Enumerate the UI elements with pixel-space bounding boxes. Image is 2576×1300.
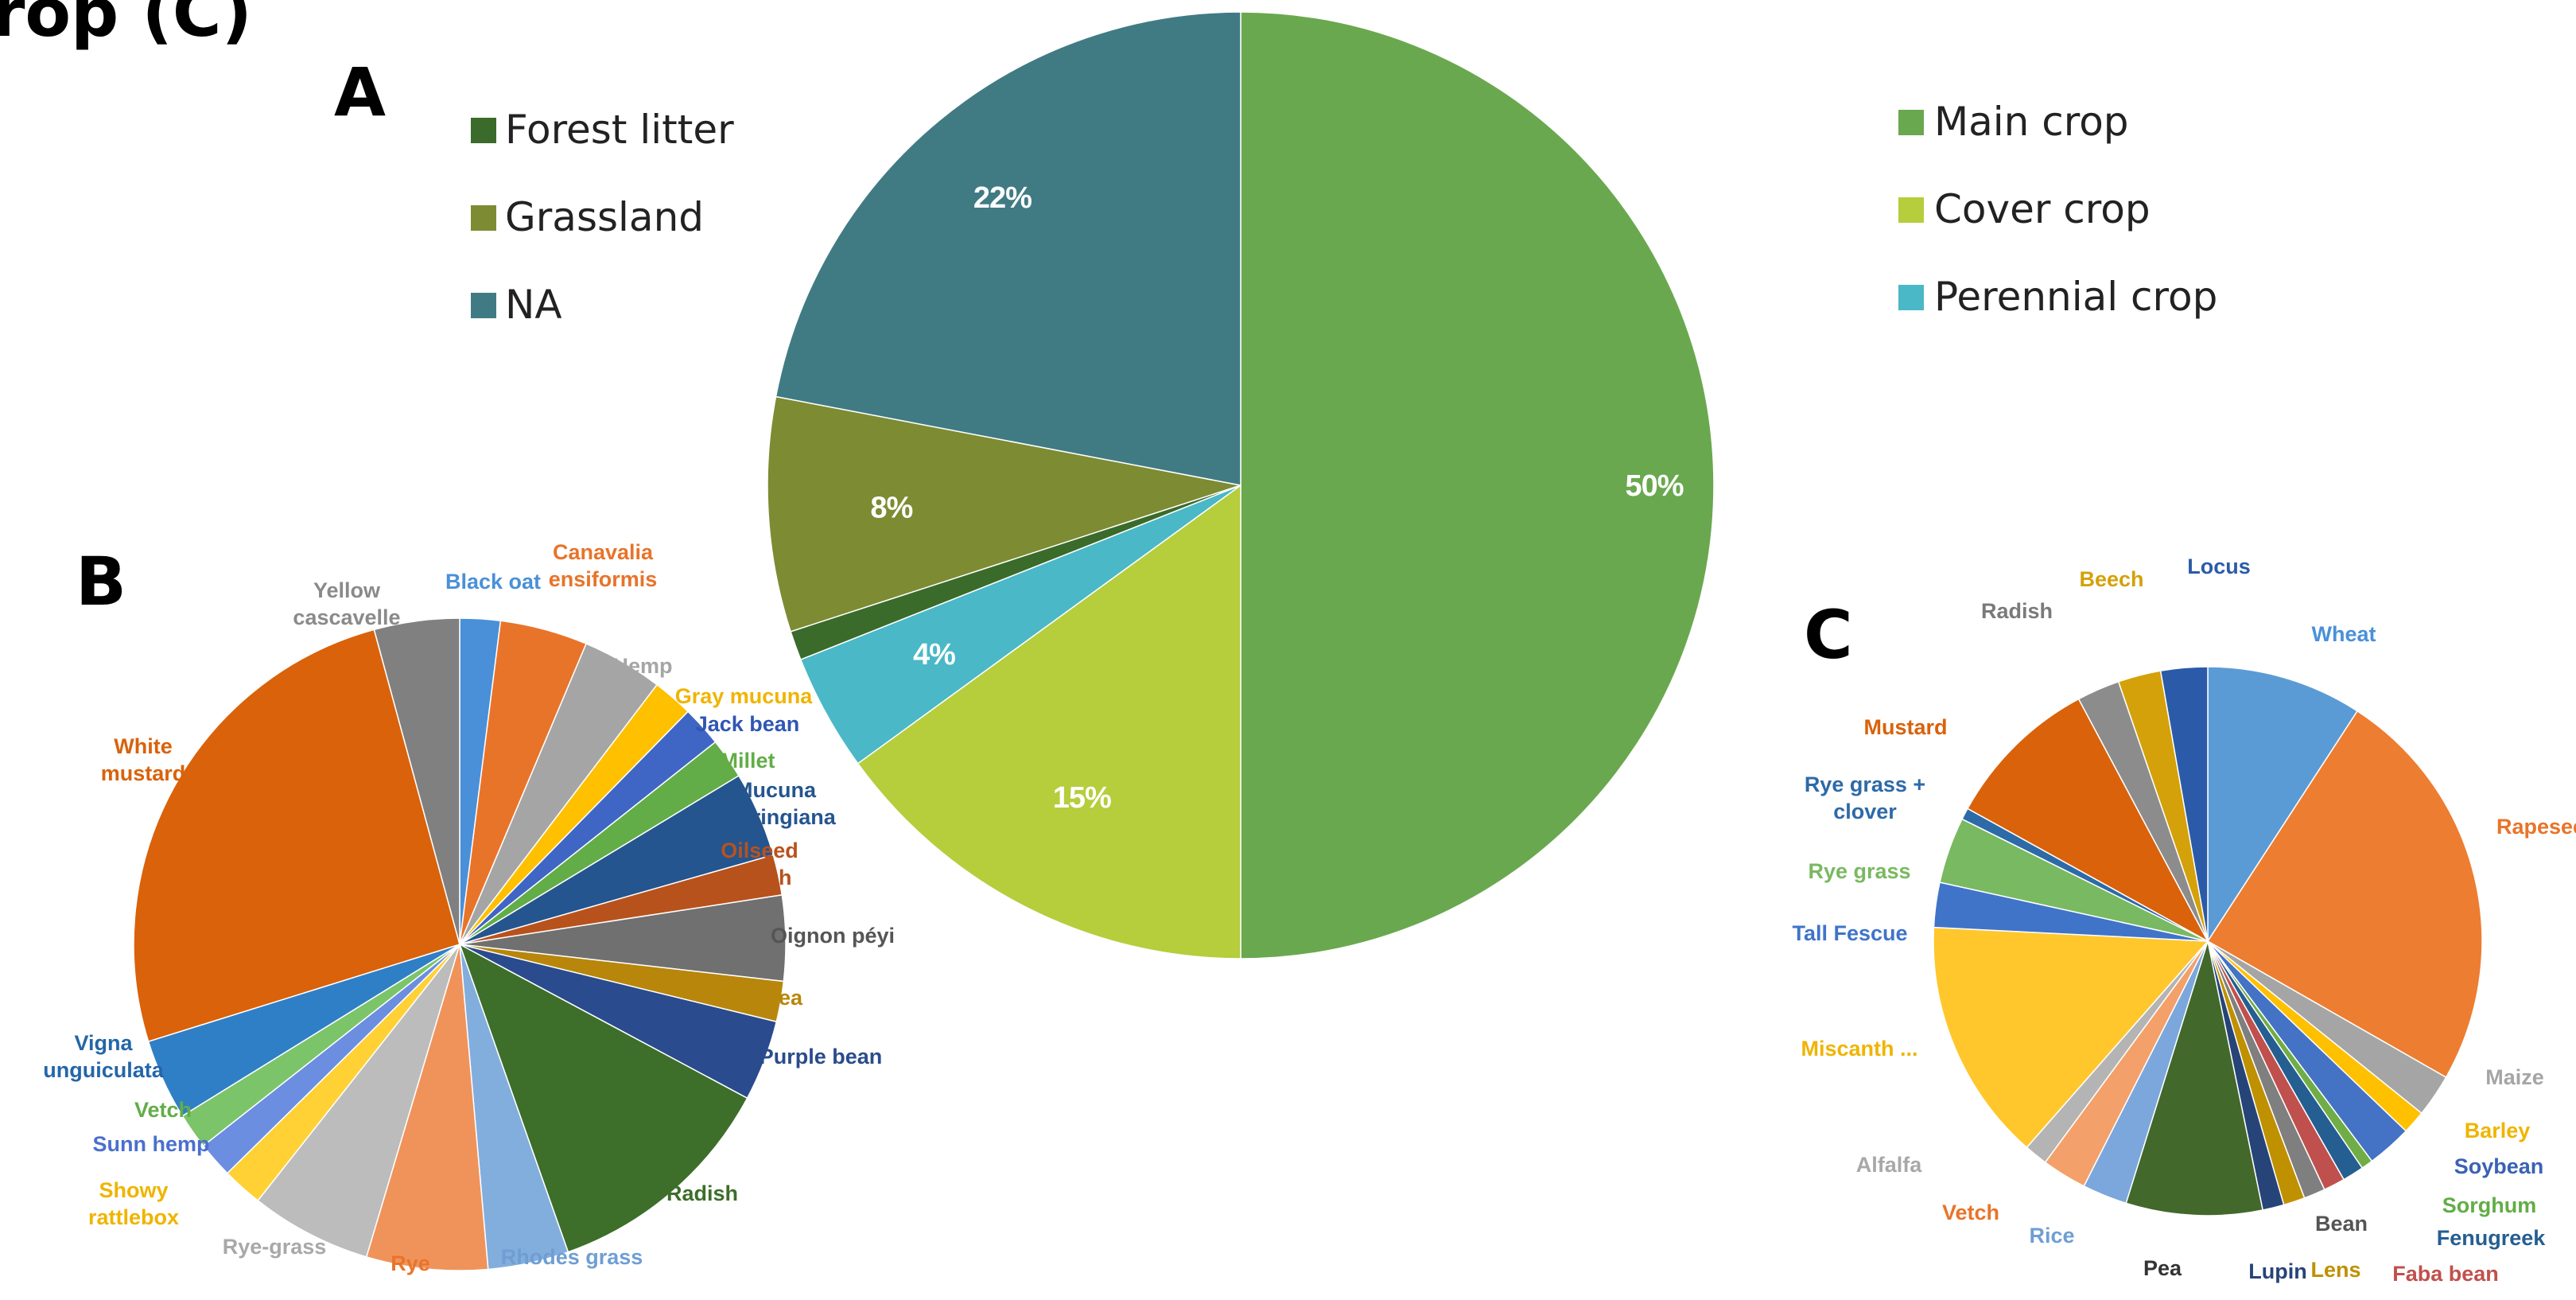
pie-b-label-yellow-cascavelle: Yellow cascavelle	[293, 578, 400, 629]
pie-b-label-mucuna-deeringiana: Mucuna deeringiana	[715, 778, 837, 829]
pie-chart-c-slice-labels: Wheat Rapeseed Maize Barley Soybean Sorghum Fe…	[1792, 555, 2576, 1286]
pie-b-label-rye-grass: Rye-grass	[223, 1235, 327, 1259]
legend-item-grassland: Grassland	[471, 194, 704, 240]
pie-b-label-gray-mucuna: Gray mucuna	[675, 684, 814, 708]
pie-c-label-vetch: Vetch	[1942, 1201, 1999, 1224]
pie-a-slice-cover-crop	[857, 484, 1241, 959]
pie-a-slice-grassland	[767, 395, 1241, 632]
pie-c-label-lupin: Lupin	[2248, 1259, 2306, 1283]
pie-b-slice-rye-grass	[257, 944, 460, 1258]
pie-c-slice-mustard	[1966, 698, 2209, 943]
pie-b-label-black-oat: Black oat	[445, 570, 541, 594]
pie-c-slice-pea	[2125, 940, 2264, 1216]
pie-a-slice-na	[775, 11, 1241, 486]
legend-a-right: Main crop Cover crop Perennial crop	[1898, 99, 2217, 320]
pie-a-percent-perennial-crop: 4%	[913, 638, 955, 671]
legend-item-na: NA	[471, 282, 562, 328]
pie-b-label-hemp: Hemp	[612, 654, 672, 678]
pie-b-slice-yellow-cascavelle	[373, 617, 460, 945]
legend-item-perennial-crop: Perennial crop	[1898, 274, 2217, 320]
pie-c-label-rapeseed: Rapeseed	[2496, 815, 2576, 839]
pie-c-label-rice: Rice	[2029, 1224, 2074, 1247]
pie-c-label-radish: Radish	[1981, 599, 2053, 623]
pie-c-label-beech: Beech	[2079, 567, 2143, 591]
legend-a-left: Forest litter Grassland NA	[471, 107, 734, 328]
pie-b-label-radish: Radish	[666, 1181, 738, 1205]
pie-a-percent-main-crop: 50%	[1625, 469, 1683, 503]
pie-b-label-sunn-hemp: Sunn hemp	[93, 1132, 210, 1156]
pie-b-label-pea: Pea	[764, 986, 803, 1010]
panel-label-c: C	[1804, 596, 1853, 674]
pie-b-label-jack-bean: Jack bean	[696, 712, 800, 736]
pie-b-label-millet: Millet	[720, 749, 775, 773]
pie-c-label-maize: Maize	[2485, 1065, 2544, 1089]
pie-b-label-purple-bean: Purple bean	[760, 1045, 883, 1068]
pie-c-label-barley: Barley	[2465, 1119, 2531, 1142]
pie-c-label-lens: Lens	[2310, 1258, 2360, 1282]
legend-label-cover-crop: Cover crop	[1934, 186, 2151, 232]
pie-b-label-oignon-p-yi: Oignon péyi	[771, 924, 895, 948]
panel-label-a: A	[334, 53, 386, 131]
pie-c-label-fenugreek: Fenugreek	[2437, 1226, 2547, 1250]
legend-label-perennial-crop: Perennial crop	[1934, 274, 2217, 320]
pie-c-label-pea: Pea	[2143, 1256, 2182, 1280]
legend-item-cover-crop: Cover crop	[1898, 186, 2151, 232]
pie-c-label-sorghum: Sorghum	[2442, 1193, 2537, 1217]
legend-label-forest-litter: Forest litter	[505, 107, 734, 153]
pie-b-label-vetch: Vetch	[134, 1098, 192, 1122]
legend-swatch-perennial-crop	[1898, 285, 1924, 310]
pie-c-label-faba-bean: Faba bean	[2392, 1262, 2499, 1286]
pie-c-label-locus: Locus	[2187, 555, 2251, 578]
pie-a-slice-main-crop	[1240, 11, 1715, 959]
pie-b-slice-radish	[458, 943, 748, 1253]
pie-c-label-bean: Bean	[2315, 1212, 2368, 1236]
pie-b-label-oilseed-radish: Oilseed radish	[721, 839, 798, 889]
pie-c-label-rye-grass-clover: Rye grass + clover	[1805, 773, 1925, 823]
legend-swatch-forest-litter	[471, 118, 496, 143]
legend-swatch-na	[471, 293, 496, 318]
pie-b-slice-rye	[365, 944, 489, 1271]
pie-chart-a-percent-labels: 50% 15% 4% 8% 22%	[870, 181, 1684, 815]
pie-c-slice-locus	[2159, 666, 2209, 942]
pie-c-label-miscanth: Miscanth ...	[1801, 1037, 1917, 1061]
legend-label-grassland: Grassland	[505, 194, 704, 240]
pie-a-percent-grassland: 8%	[870, 492, 912, 525]
pie-a-percent-na: 22%	[973, 181, 1032, 215]
pie-b-label-white-mustard: White mustard	[101, 734, 186, 785]
pie-chart-a	[767, 11, 1715, 959]
panel-label-b: B	[76, 543, 126, 621]
figure-title-fragment: rop (C)	[0, 0, 252, 52]
pie-chart-b	[133, 617, 787, 1271]
legend-label-main-crop: Main crop	[1934, 99, 2129, 145]
pie-b-label-showy-rattlebox: Showy rattlebox	[88, 1178, 179, 1229]
pie-c-label-alfalfa: Alfalfa	[1856, 1153, 1923, 1177]
pie-c-slice-rapeseed	[2206, 710, 2483, 1079]
pie-chart-c	[1933, 666, 2483, 1216]
legend-label-na: NA	[505, 282, 562, 328]
pie-c-label-rye-grass: Rye grass	[1808, 859, 1910, 883]
pie-c-label-soybean: Soybean	[2454, 1154, 2544, 1178]
legend-item-main-crop: Main crop	[1898, 99, 2129, 145]
pie-c-label-wheat: Wheat	[2312, 622, 2376, 646]
legend-swatch-grassland	[471, 205, 496, 231]
pie-c-slice-wheat	[2207, 666, 2359, 944]
legend-item-forest-litter: Forest litter	[471, 107, 734, 153]
pie-b-slice-white-mustard	[133, 629, 460, 1042]
pie-b-label-vigna-unguiculata: Vigna unguiculata	[43, 1031, 164, 1082]
legend-swatch-cover-crop	[1898, 197, 1924, 223]
pie-b-label-rye: Rye	[390, 1251, 430, 1275]
pie-b-label-rhodes-grass: Rhodes grass	[501, 1245, 643, 1269]
legend-swatch-main-crop	[1898, 110, 1924, 135]
pie-a-percent-cover-crop: 15%	[1053, 781, 1111, 815]
pie-c-label-mustard: Mustard	[1863, 715, 1947, 739]
pie-c-slice-miscanth	[1933, 926, 2209, 1149]
pie-c-label-tall-fescue: Tall Fescue	[1792, 921, 1907, 945]
pie-b-label-canavalia-ensiformis: Canavalia ensiformis	[549, 540, 658, 591]
